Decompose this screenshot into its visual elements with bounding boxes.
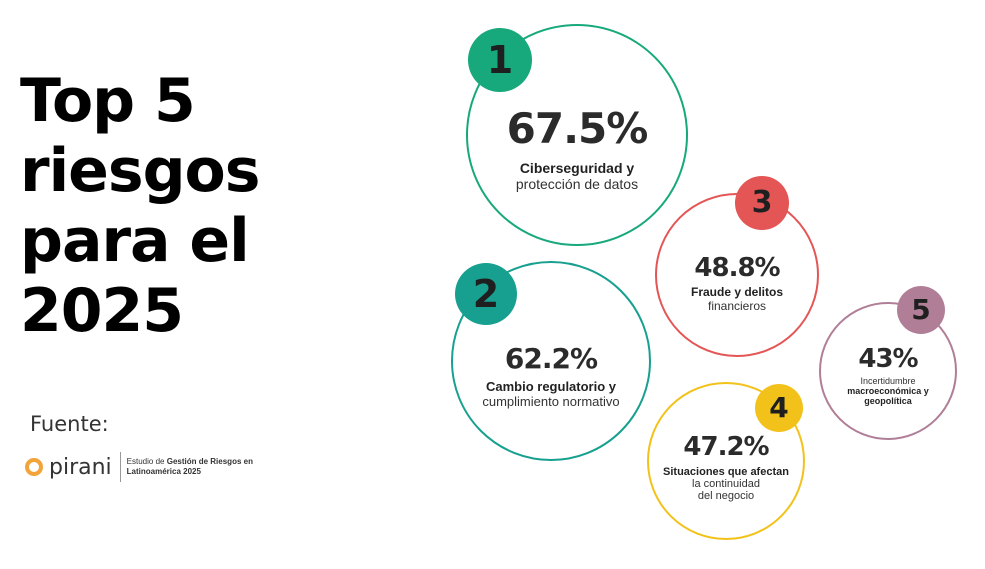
logo-divider: [119, 452, 121, 482]
pirani-logo: pirani Estudio de Gestión de Riesgos en …: [25, 452, 253, 482]
study-prefix: Estudio de: [126, 457, 165, 466]
risk-percent: 43%: [858, 344, 918, 374]
risk-label-detail: cumplimiento normativo: [482, 394, 620, 409]
risk-circle-1: 67.5% Ciberseguridad y protección de dat…: [466, 24, 688, 246]
study-reference: Estudio de Gestión de Riesgos en Latinoa…: [127, 457, 253, 477]
brand-name: pirani: [49, 454, 112, 480]
risk-label-detail: la continuidad: [692, 478, 760, 490]
risk-label: Ciberseguridad y: [519, 160, 635, 176]
page-title: Top 5 riesgos para el 2025: [20, 66, 260, 346]
risk-circle-5: 43% Incertidumbre macroeconómica y geopo…: [819, 302, 957, 440]
study-title-part1: Gestión de Riesgos en: [166, 457, 253, 466]
risk-circle-3: 48.8% Fraude y delitos financieros: [655, 193, 819, 357]
risk-percent: 47.2%: [683, 432, 769, 462]
risk-circle-2: 62.2% Cambio regulatorio y cumplimiento …: [451, 261, 651, 461]
risk-label: macroeconómica y: [847, 386, 929, 396]
title-line: Top 5: [20, 66, 196, 136]
rank-badge-1: 1: [468, 28, 532, 92]
rank-badge-4: 4: [755, 384, 803, 432]
risk-label-detail: del negocio: [697, 490, 755, 502]
risk-label-detail: protección de datos: [515, 176, 639, 192]
risk-label: Fraude y delitos: [690, 285, 784, 299]
rank-badge-5: 5: [897, 286, 945, 334]
risk-label: Cambio regulatorio y: [485, 379, 617, 394]
risk-label-detail: Incertidumbre: [860, 376, 916, 386]
risk-percent: 48.8%: [694, 253, 780, 283]
risk-label-detail: financieros: [707, 299, 767, 313]
rank-badge-3: 3: [735, 176, 789, 230]
pirani-logo-icon: [25, 458, 43, 476]
source-label: Fuente:: [30, 412, 109, 436]
title-line: 2025: [20, 276, 184, 346]
risk-percent: 62.2%: [504, 342, 598, 375]
study-title-part2: Latinoamérica 2025: [126, 467, 201, 476]
rank-badge-2: 2: [455, 263, 517, 325]
title-line: riesgos: [20, 136, 260, 206]
title-line: para el: [20, 206, 250, 276]
risk-percent: 67.5%: [506, 104, 649, 153]
risk-label: geopolítica: [864, 396, 912, 406]
risk-label: Situaciones que afectan: [663, 466, 789, 478]
